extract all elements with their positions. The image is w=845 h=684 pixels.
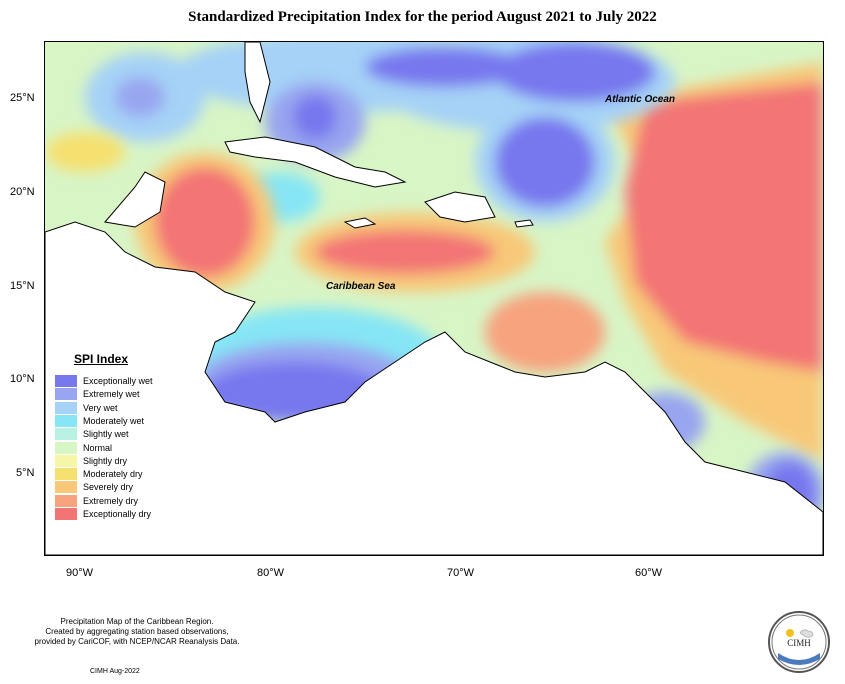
legend-label: Slightly dry (83, 455, 128, 466)
legend-item: Moderately wet (55, 414, 145, 427)
cimh-logo: CIMH (768, 611, 830, 673)
x-tick-60w: 60°W (635, 567, 663, 579)
legend-item: Severely dry (55, 481, 134, 494)
jamaica (343, 217, 377, 229)
legend-swatch (55, 508, 77, 520)
northern-wet-regions (85, 42, 675, 222)
florida (244, 42, 271, 124)
land-masses (45, 42, 823, 555)
legend-item: Slightly dry (55, 454, 128, 467)
spi-legend: SPI Index Exceptionally wet Extremely wet… (52, 352, 164, 520)
legend-label: Severely dry (83, 482, 134, 493)
cimh-logo-icon (771, 614, 827, 670)
footer-line-2: Created by aggregating station based obs… (45, 627, 229, 636)
y-tick-10n: 10°N (10, 373, 35, 385)
legend-swatch (55, 441, 77, 454)
caribbean-sea-label: Caribbean Sea (326, 281, 396, 292)
legend-label: Extremely dry (83, 495, 139, 506)
legend-swatch (55, 454, 77, 467)
legend-label: Exceptionally dry (83, 509, 152, 519)
legend-label: Very wet (83, 402, 118, 413)
caribbean-dry-regions (45, 132, 605, 372)
legend-item: Very wet (55, 401, 118, 414)
legend-swatch (55, 494, 77, 507)
footer-note: Precipitation Map of the Caribbean Regio… (22, 617, 252, 647)
legend-swatch (55, 481, 77, 494)
legend-label: Extremely wet (83, 389, 140, 400)
y-tick-15n: 15°N (10, 280, 35, 292)
mainland (45, 221, 823, 555)
legend-item: Slightly wet (55, 428, 129, 441)
x-tick-70w: 70°W (447, 567, 475, 579)
spi-map-canvas (45, 42, 823, 555)
legend-item: Extremely wet (55, 388, 140, 401)
footer-date: CIMH Aug-2022 (90, 668, 140, 675)
y-tick-20n: 20°N (10, 186, 35, 198)
legend-swatch (55, 388, 77, 401)
legend-swatch (55, 375, 77, 387)
legend-item: Exceptionally dry (55, 508, 151, 520)
x-tick-90w: 90°W (66, 567, 94, 579)
x-tick-80w: 80°W (257, 567, 285, 579)
y-tick-5n: 5°N (16, 467, 35, 479)
legend-label: Exceptionally wet (83, 376, 153, 386)
legend-swatch (55, 414, 77, 427)
map-title: Standardized Precipitation Index for the… (188, 9, 657, 25)
legend-item: Exceptionally wet (55, 375, 153, 387)
legend-swatch (55, 428, 77, 441)
y-tick-25n: 25°N (10, 92, 35, 104)
legend-label: Normal (83, 442, 113, 453)
puerto-rico (514, 219, 534, 228)
atlantic-dry-region (605, 62, 823, 462)
legend-label: Moderately wet (83, 415, 145, 426)
legend-title: SPI Index (74, 352, 129, 366)
legend-label: Moderately dry (83, 469, 143, 480)
legend-item: Moderately dry (55, 468, 143, 481)
spi-map (44, 41, 824, 556)
footer-line-1: Precipitation Map of the Caribbean Regio… (60, 617, 214, 626)
legend-swatch (55, 401, 77, 414)
yucatan (104, 171, 166, 228)
hispaniola (424, 191, 496, 223)
legend-label: Slightly wet (83, 429, 129, 440)
logo-text: CIMH (787, 638, 811, 648)
cuba (224, 136, 407, 188)
legend-swatch (55, 468, 77, 481)
legend-item: Normal (55, 441, 113, 454)
legend-item: Extremely dry (55, 494, 139, 507)
atlantic-ocean-label: Atlantic Ocean (605, 94, 676, 105)
footer-line-3: provided by CariCOF, with NCEP/NCAR Rean… (34, 637, 240, 646)
